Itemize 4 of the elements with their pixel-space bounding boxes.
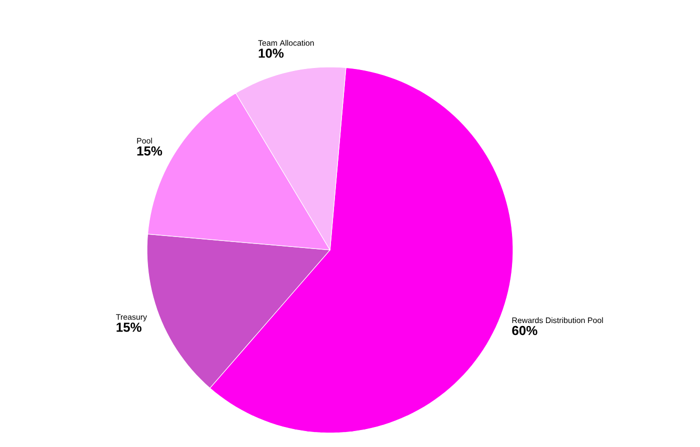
data-label: 60% bbox=[512, 326, 538, 336]
data-label: 15% bbox=[137, 146, 162, 156]
data-label: 10% bbox=[258, 48, 284, 58]
data-label: 15% bbox=[116, 322, 142, 332]
